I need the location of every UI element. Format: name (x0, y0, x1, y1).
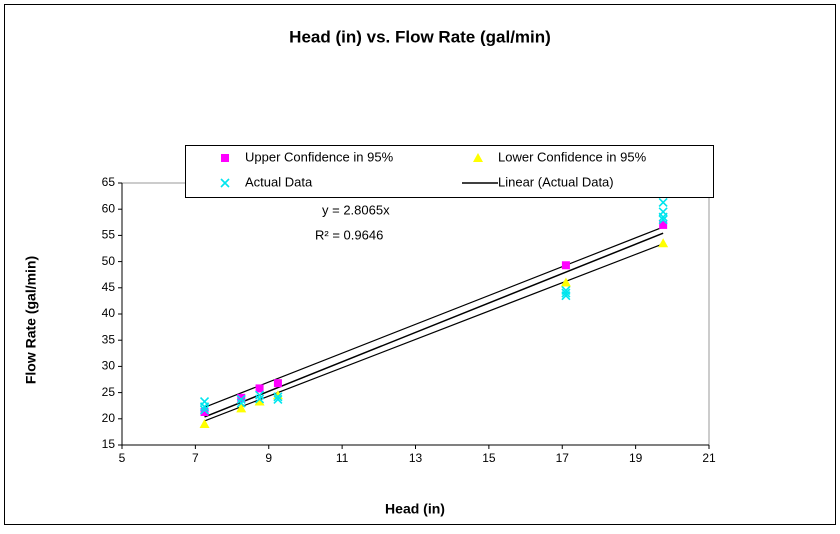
marker-triangle (199, 419, 210, 429)
marker-square (561, 261, 570, 270)
marker-x (561, 288, 571, 298)
marker-x (658, 212, 668, 222)
marker-square (221, 154, 229, 162)
legend-label: Actual Data (245, 174, 313, 189)
x-tick-label: 11 (336, 451, 349, 465)
y-tick-label: 35 (102, 332, 116, 346)
marker-x (658, 215, 668, 225)
x-tick-label: 15 (482, 451, 496, 465)
marker-x (273, 394, 283, 404)
chart-title: Head (in) vs. Flow Rate (gal/min) (289, 27, 551, 46)
y-tick-label: 30 (102, 359, 116, 373)
y-tick-label: 60 (102, 201, 116, 215)
legend (185, 145, 714, 198)
marker-x (199, 405, 210, 415)
marker-square (237, 393, 246, 402)
y-tick-label: 55 (102, 228, 116, 242)
trendline-equation: y = 2.8065x (322, 202, 390, 217)
y-tick-label: 40 (102, 306, 116, 320)
confidence-line (204, 226, 664, 408)
y-tick-label: 45 (102, 280, 116, 294)
marker-triangle (473, 153, 483, 162)
marker-x (199, 402, 210, 412)
x-tick-label: 7 (192, 451, 199, 465)
trendline-r2: R² = 0.9646 (315, 227, 383, 242)
marker-triangle (236, 403, 247, 413)
confidence-line (204, 243, 664, 422)
marker-x (658, 197, 668, 207)
x-tick-label: 13 (409, 451, 423, 465)
y-axis-label: Flow Rate (gal/min) (23, 256, 39, 384)
marker-x (255, 394, 265, 404)
marker-square (200, 407, 209, 416)
x-tick-label: 9 (265, 451, 272, 465)
y-tick-label: 20 (102, 411, 116, 425)
x-tick-label: 21 (702, 451, 716, 465)
marker-square (659, 220, 668, 229)
x-tick-label: 17 (556, 451, 570, 465)
marker-x (273, 392, 283, 402)
legend-label: Lower Confidence in 95% (498, 149, 647, 164)
y-tick-label: 50 (102, 254, 116, 268)
legend-label: Upper Confidence in 95% (245, 149, 394, 164)
x-axis-label: Head (in) (385, 501, 445, 517)
marker-square (255, 384, 264, 393)
y-tick-label: 65 (102, 175, 116, 189)
marker-x (220, 178, 230, 188)
y-tick-label: 25 (102, 385, 116, 399)
marker-square (273, 379, 282, 388)
marker-triangle (254, 396, 265, 406)
x-tick-label: 5 (119, 451, 126, 465)
legend-label: Linear (Actual Data) (498, 174, 614, 189)
marker-x (561, 291, 571, 301)
marker-x (236, 394, 246, 404)
y-tick-label: 15 (102, 437, 116, 451)
marker-x (255, 390, 265, 400)
marker-triangle (658, 238, 669, 248)
chart-border (4, 4, 836, 525)
marker-x (236, 398, 246, 408)
marker-triangle (560, 277, 571, 287)
x-tick-label: 19 (629, 451, 643, 465)
